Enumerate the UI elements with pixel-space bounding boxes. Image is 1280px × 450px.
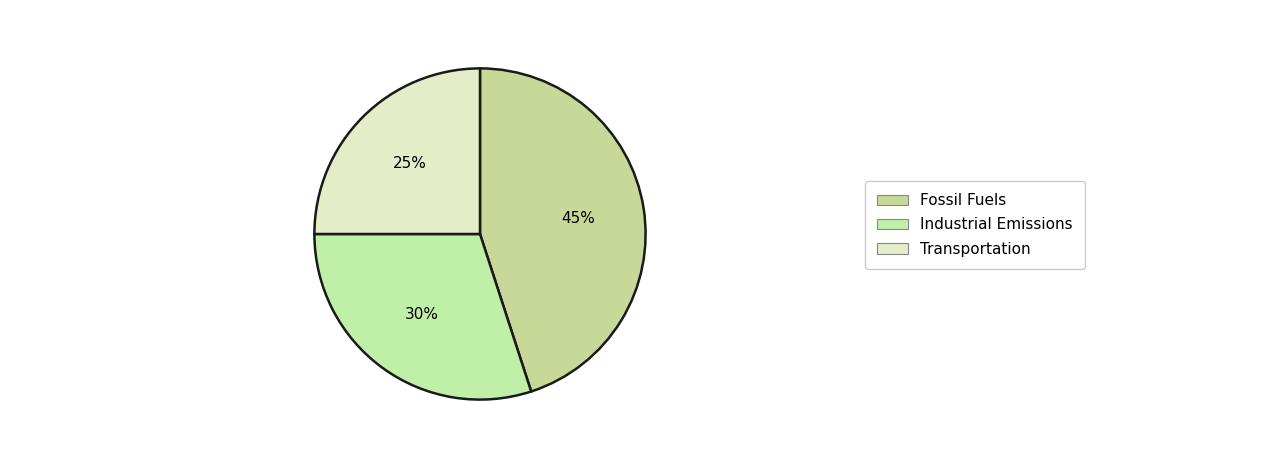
Text: 30%: 30%: [404, 307, 439, 322]
Text: 45%: 45%: [561, 211, 595, 226]
Legend: Fossil Fuels, Industrial Emissions, Transportation: Fossil Fuels, Industrial Emissions, Tran…: [865, 181, 1085, 269]
Wedge shape: [315, 68, 480, 234]
Text: 25%: 25%: [393, 156, 426, 171]
Wedge shape: [480, 68, 645, 391]
Wedge shape: [315, 234, 531, 400]
